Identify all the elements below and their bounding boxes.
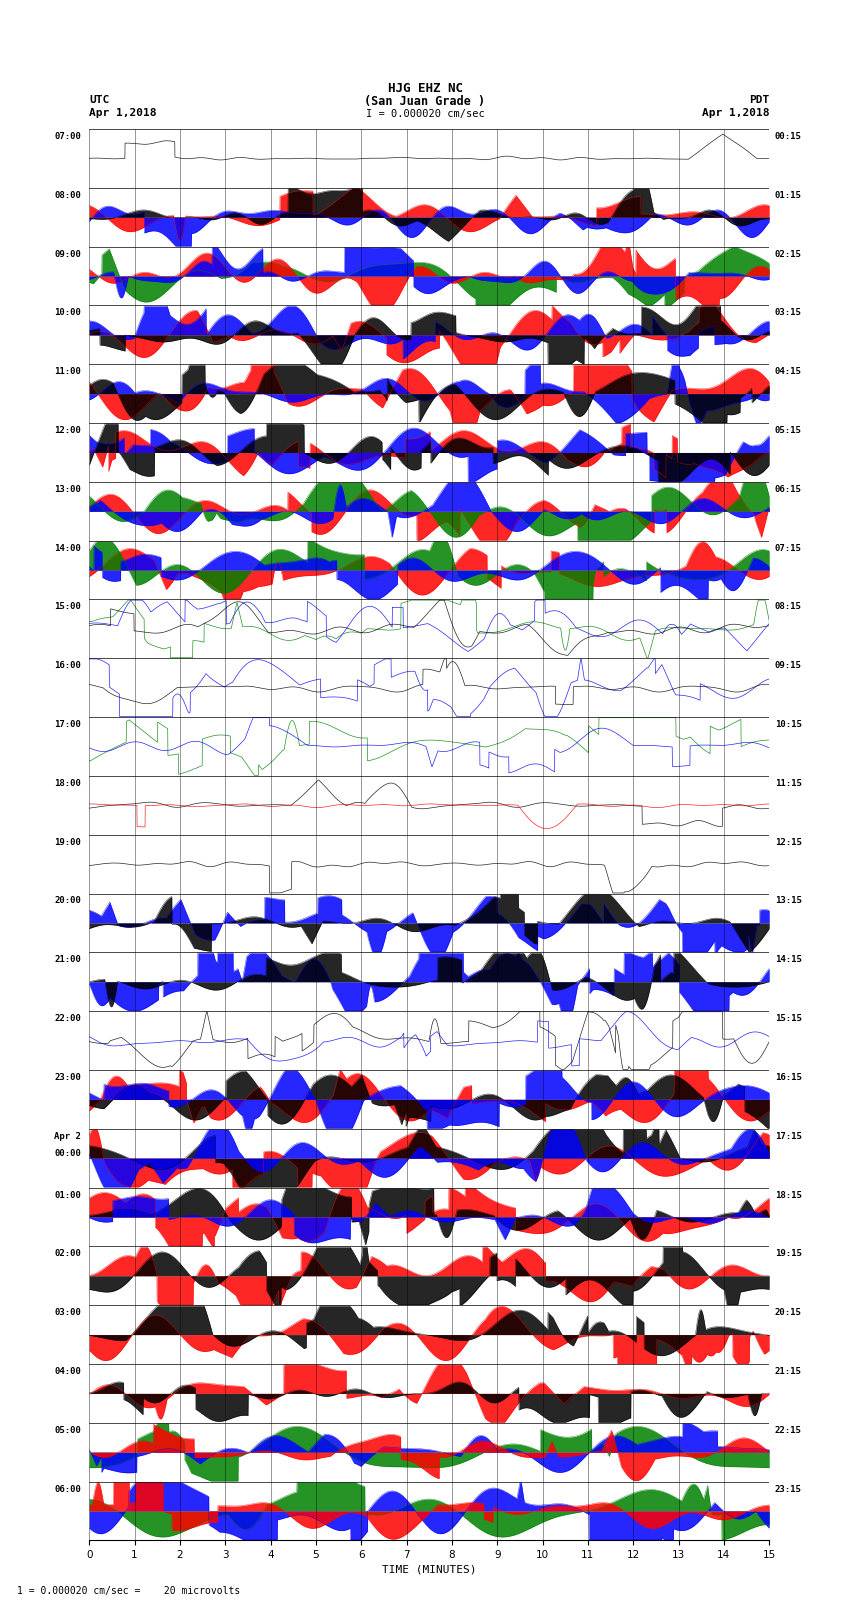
Text: 21:15: 21:15 bbox=[774, 1366, 802, 1376]
Text: 13:15: 13:15 bbox=[774, 897, 802, 905]
Text: 23:15: 23:15 bbox=[774, 1484, 802, 1494]
Text: 12:00: 12:00 bbox=[54, 426, 81, 436]
Text: 19:15: 19:15 bbox=[774, 1250, 802, 1258]
Text: 20:00: 20:00 bbox=[54, 897, 81, 905]
Text: 01:00: 01:00 bbox=[54, 1190, 81, 1200]
Text: 07:15: 07:15 bbox=[774, 544, 802, 553]
Text: 02:15: 02:15 bbox=[774, 250, 802, 258]
Text: 10:15: 10:15 bbox=[774, 719, 802, 729]
Text: Apr 1,2018: Apr 1,2018 bbox=[89, 108, 156, 118]
Text: 01:15: 01:15 bbox=[774, 190, 802, 200]
Text: 03:00: 03:00 bbox=[54, 1308, 81, 1318]
Text: 21:00: 21:00 bbox=[54, 955, 81, 965]
Text: 03:15: 03:15 bbox=[774, 308, 802, 318]
Text: 00:15: 00:15 bbox=[774, 132, 802, 140]
Text: 05:00: 05:00 bbox=[54, 1426, 81, 1434]
Text: 22:15: 22:15 bbox=[774, 1426, 802, 1434]
Text: 14:00: 14:00 bbox=[54, 544, 81, 553]
Text: 18:00: 18:00 bbox=[54, 779, 81, 787]
Text: 16:15: 16:15 bbox=[774, 1073, 802, 1082]
Text: 19:00: 19:00 bbox=[54, 837, 81, 847]
Text: 02:00: 02:00 bbox=[54, 1250, 81, 1258]
Text: 06:00: 06:00 bbox=[54, 1484, 81, 1494]
Text: 12:15: 12:15 bbox=[774, 837, 802, 847]
Text: 11:00: 11:00 bbox=[54, 368, 81, 376]
Text: 18:15: 18:15 bbox=[774, 1190, 802, 1200]
Text: 13:00: 13:00 bbox=[54, 486, 81, 494]
Text: 20:15: 20:15 bbox=[774, 1308, 802, 1318]
Text: 17:15: 17:15 bbox=[774, 1132, 802, 1140]
Text: 08:15: 08:15 bbox=[774, 602, 802, 611]
Text: 11:15: 11:15 bbox=[774, 779, 802, 787]
Text: 1 = 0.000020 cm/sec =    20 microvolts: 1 = 0.000020 cm/sec = 20 microvolts bbox=[17, 1586, 241, 1595]
Text: 08:00: 08:00 bbox=[54, 190, 81, 200]
Text: 04:15: 04:15 bbox=[774, 368, 802, 376]
Text: 05:15: 05:15 bbox=[774, 426, 802, 436]
Text: Apr 1,2018: Apr 1,2018 bbox=[702, 108, 769, 118]
Text: 09:00: 09:00 bbox=[54, 250, 81, 258]
Text: I = 0.000020 cm/sec: I = 0.000020 cm/sec bbox=[366, 110, 484, 119]
Text: 07:00: 07:00 bbox=[54, 132, 81, 140]
Text: 10:00: 10:00 bbox=[54, 308, 81, 318]
Text: 09:15: 09:15 bbox=[774, 661, 802, 671]
Text: (San Juan Grade ): (San Juan Grade ) bbox=[365, 95, 485, 108]
Text: 00:00: 00:00 bbox=[54, 1150, 81, 1158]
Text: 14:15: 14:15 bbox=[774, 955, 802, 965]
Text: 23:00: 23:00 bbox=[54, 1073, 81, 1082]
Text: 15:00: 15:00 bbox=[54, 602, 81, 611]
Text: 17:00: 17:00 bbox=[54, 719, 81, 729]
Text: 16:00: 16:00 bbox=[54, 661, 81, 671]
Text: 04:00: 04:00 bbox=[54, 1366, 81, 1376]
Text: PDT: PDT bbox=[749, 95, 769, 105]
Text: UTC: UTC bbox=[89, 95, 110, 105]
X-axis label: TIME (MINUTES): TIME (MINUTES) bbox=[382, 1565, 477, 1574]
Text: HJG EHZ NC: HJG EHZ NC bbox=[388, 82, 462, 95]
Text: 15:15: 15:15 bbox=[774, 1015, 802, 1023]
Text: 22:00: 22:00 bbox=[54, 1015, 81, 1023]
Text: 06:15: 06:15 bbox=[774, 486, 802, 494]
Text: Apr 2: Apr 2 bbox=[54, 1132, 81, 1140]
